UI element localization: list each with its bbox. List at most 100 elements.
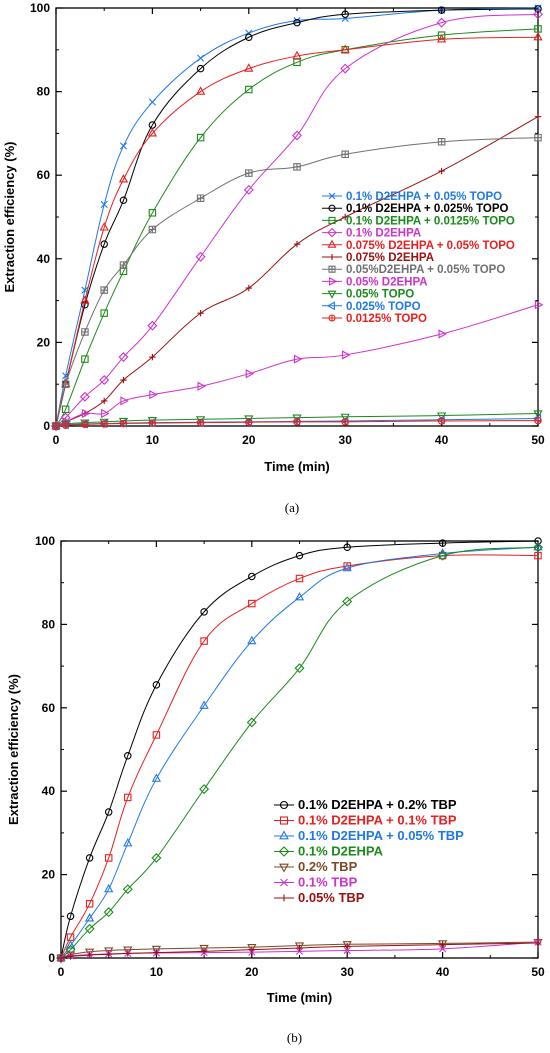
data-point (245, 284, 252, 292)
x-tick-label: 0 (53, 433, 60, 447)
data-point (99, 222, 109, 231)
y-tick-label: 0 (48, 951, 55, 965)
data-point (343, 946, 351, 955)
data-point (100, 420, 108, 428)
y-tick-label: 100 (30, 1, 50, 15)
y-tick-label: 100 (35, 534, 55, 548)
data-point (438, 539, 447, 547)
legend-entry: 0.2% TBP (298, 859, 358, 874)
data-point (245, 85, 253, 94)
data-point (61, 380, 70, 388)
data-point (104, 808, 113, 816)
data-point (123, 837, 133, 847)
x-tick-label: 20 (242, 433, 256, 447)
data-point (100, 309, 108, 317)
data-point (293, 354, 303, 364)
data-point (57, 954, 65, 962)
y-axis-label: Extraction efficiency (%) (6, 674, 21, 825)
data-point (246, 717, 257, 728)
data-point (200, 608, 208, 616)
legend-marker (279, 800, 289, 810)
series-2 (52, 25, 542, 430)
data-point (151, 852, 162, 863)
data-point (244, 63, 254, 72)
data-point (533, 9, 543, 20)
data-point (99, 375, 110, 385)
data-point (119, 196, 128, 205)
legend-marker (327, 227, 337, 238)
data-point (153, 949, 160, 956)
series-6 (52, 133, 542, 430)
data-point (342, 350, 351, 360)
data-point (118, 352, 129, 363)
series-line (55, 8, 539, 427)
series-4 (51, 31, 543, 430)
data-point (119, 419, 128, 428)
data-point (248, 946, 255, 953)
data-point (196, 194, 205, 202)
data-point (103, 907, 114, 918)
data-point (124, 752, 132, 760)
legend-entry: 0.075% D2EHPA (346, 252, 434, 264)
x-tick-label: 10 (146, 433, 160, 447)
x-tick-label: 40 (436, 965, 450, 979)
data-point (342, 213, 349, 221)
x-tick-label: 0 (58, 965, 65, 979)
data-point (293, 163, 301, 171)
legend-marker (279, 863, 289, 873)
series-line (60, 941, 539, 959)
data-point (293, 418, 301, 426)
data-point (148, 419, 157, 427)
data-point (200, 637, 208, 645)
legend-entry: 0.05%D2EHPA + 0.05% TOPO (346, 264, 505, 276)
legend-entry: 0.1% D2EHPA + 0.05% TOPO (346, 191, 502, 203)
series-line (60, 546, 539, 959)
data-point (120, 376, 127, 384)
data-point (294, 942, 305, 951)
data-point (122, 884, 133, 895)
y-tick-label: 60 (37, 168, 51, 182)
series-2 (56, 541, 543, 962)
data-point (245, 169, 253, 177)
data-point (295, 947, 304, 955)
data-point (341, 10, 349, 19)
data-point (147, 128, 158, 137)
data-point (199, 700, 209, 709)
data-point (533, 542, 543, 553)
data-point (81, 420, 89, 428)
data-point (293, 18, 301, 27)
data-point (118, 174, 129, 183)
x-tick-label: 30 (341, 965, 355, 979)
data-point (292, 130, 302, 141)
y-tick-label: 80 (37, 85, 51, 99)
legend-entry: 0.05% TOPO (346, 289, 414, 301)
data-point (196, 418, 205, 427)
y-tick-label: 40 (37, 252, 51, 266)
legend-marker (278, 846, 290, 857)
data-point (248, 599, 256, 608)
data-point (61, 421, 70, 429)
data-point (85, 900, 94, 908)
series-line (55, 137, 539, 427)
legend-entry: 0.05% D2EHPA (346, 276, 428, 288)
data-point (248, 572, 256, 581)
x-axis-label: Time (min) (264, 459, 330, 474)
legend-entry: 0.0125% TOPO (346, 313, 427, 325)
data-point (534, 939, 542, 947)
data-point (123, 946, 133, 956)
y-tick-label: 80 (42, 617, 56, 631)
legend-entry: 0.1% D2EHPA + 0.2% TBP (298, 797, 457, 812)
legend-entry: 0.075% D2EHPA + 0.05% TOPO (346, 240, 515, 252)
data-point (243, 184, 254, 195)
panel-label: (b) (287, 1030, 302, 1045)
legend-marker (329, 254, 335, 260)
data-point (342, 596, 353, 607)
data-point (292, 50, 302, 60)
data-point (533, 31, 543, 41)
legend-marker (327, 239, 337, 248)
legend-entry: 0.1% D2EHPA + 0.1% TBP (298, 813, 457, 828)
data-point (84, 923, 95, 934)
data-point (436, 34, 447, 43)
